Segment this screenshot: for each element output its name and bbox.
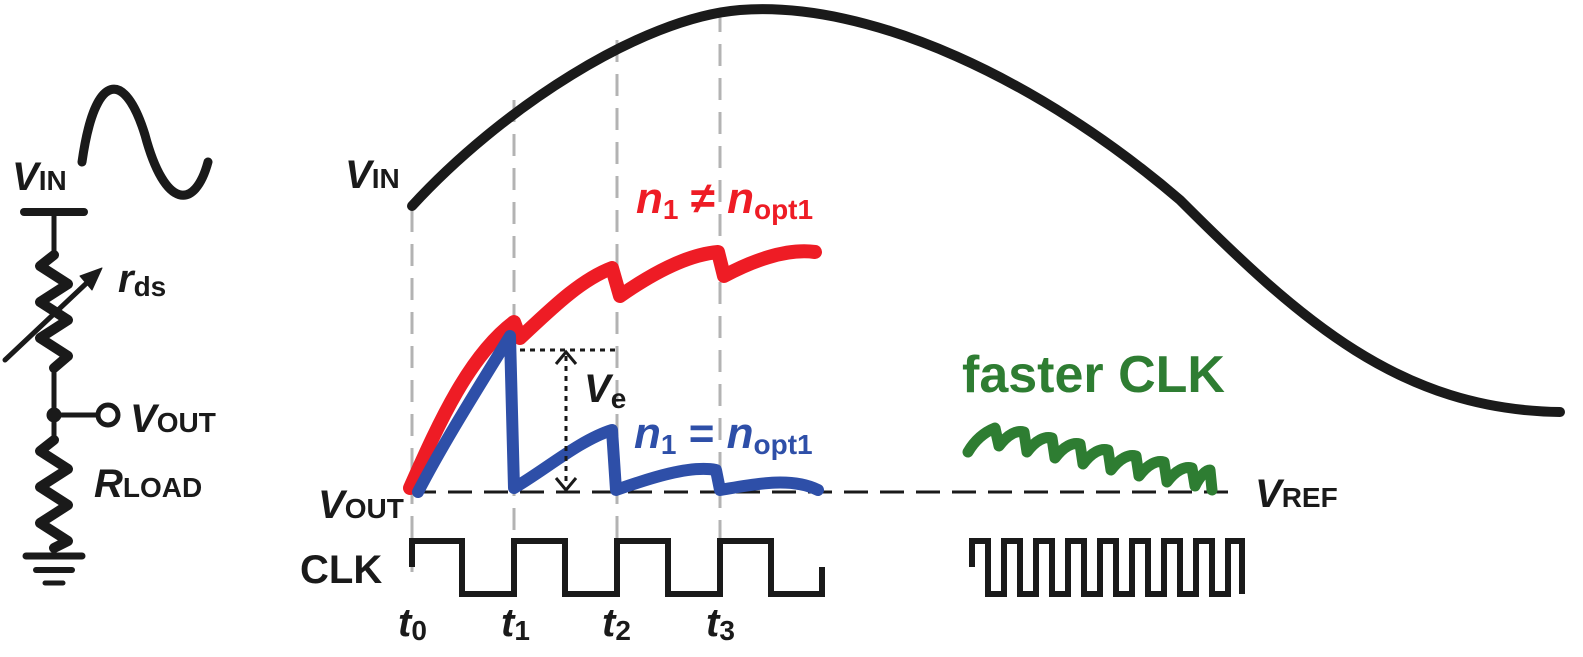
vin-waveform [407,4,1565,417]
ve-arrow-up [554,349,578,365]
vin-label: VIN [345,153,400,197]
red-waveform [403,244,822,495]
ve-arrow-down [554,477,578,493]
clk-waveform [409,538,825,597]
vout-label: VOUT [318,483,404,527]
circuit-rds-label: rds [118,257,166,302]
vin-sine-symbol [77,84,213,200]
faster-clk-waveform [969,538,1245,597]
time-label-t1: t1 [501,601,530,646]
vout-terminal [95,402,121,428]
blue-waveform [412,330,824,498]
rds-variable-arrow [2,275,95,363]
ve-label: Ve [584,367,626,414]
circuit-schematic [2,84,213,586]
blue-condition-label: n1 = nopt1 [634,409,813,460]
faster-clk-label: faster CLK [962,346,1225,404]
circuit-rload-label: RLOAD [94,462,202,506]
rload-resistor [35,435,73,553]
time-label-t2: t2 [602,601,631,646]
faster-clk-ripple [962,422,1218,496]
clk-label: CLK [300,548,382,592]
red-condition-label: n1 ≠ nopt1 [636,174,813,225]
rds-arrow-head [79,267,103,291]
circuit-vin-label: VIN [12,155,67,199]
vref-label: VREF [1255,472,1338,516]
time-label-t3: t3 [706,601,735,646]
time-label-t0: t0 [398,601,427,646]
ve-annotation [520,348,618,486]
circuit-vout-label: VOUT [130,397,216,441]
